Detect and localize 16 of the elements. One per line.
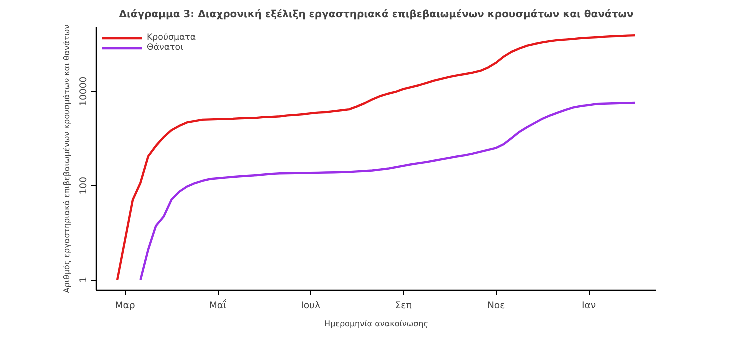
y-axis-title: Αριθμός εργαστηριακά επιβεβαιωμένων κρουσμάτων και θανάτων	[62, 24, 72, 294]
x-tick-label: Ιουλ	[301, 300, 321, 312]
x-tick-label: Ιαν	[582, 300, 596, 312]
legend-label: Κρούσματα	[147, 33, 196, 43]
y-tick-label: 100	[78, 176, 90, 195]
legend-label: Θάνατοι	[147, 43, 184, 53]
y-tick-label: 1	[78, 277, 90, 284]
x-tick-label: Νοε	[487, 300, 506, 312]
x-tick-label: Μαρ	[115, 300, 136, 312]
chart-title: Διάγραμμα 3: Διαχρονική εξέλιξη εργαστηριακά επιβεβαιωμένων κρουσμάτων και θανάτων	[119, 10, 634, 20]
line-series	[116, 34, 637, 282]
line-series	[140, 102, 637, 282]
y-tick-label: 10000	[78, 76, 90, 106]
x-axis-title: Ημερομηνία ανακοίνωσης	[324, 320, 428, 328]
x-tick-label: Σεπ	[395, 300, 412, 312]
x-tick-label: Μαΐ	[209, 298, 227, 312]
